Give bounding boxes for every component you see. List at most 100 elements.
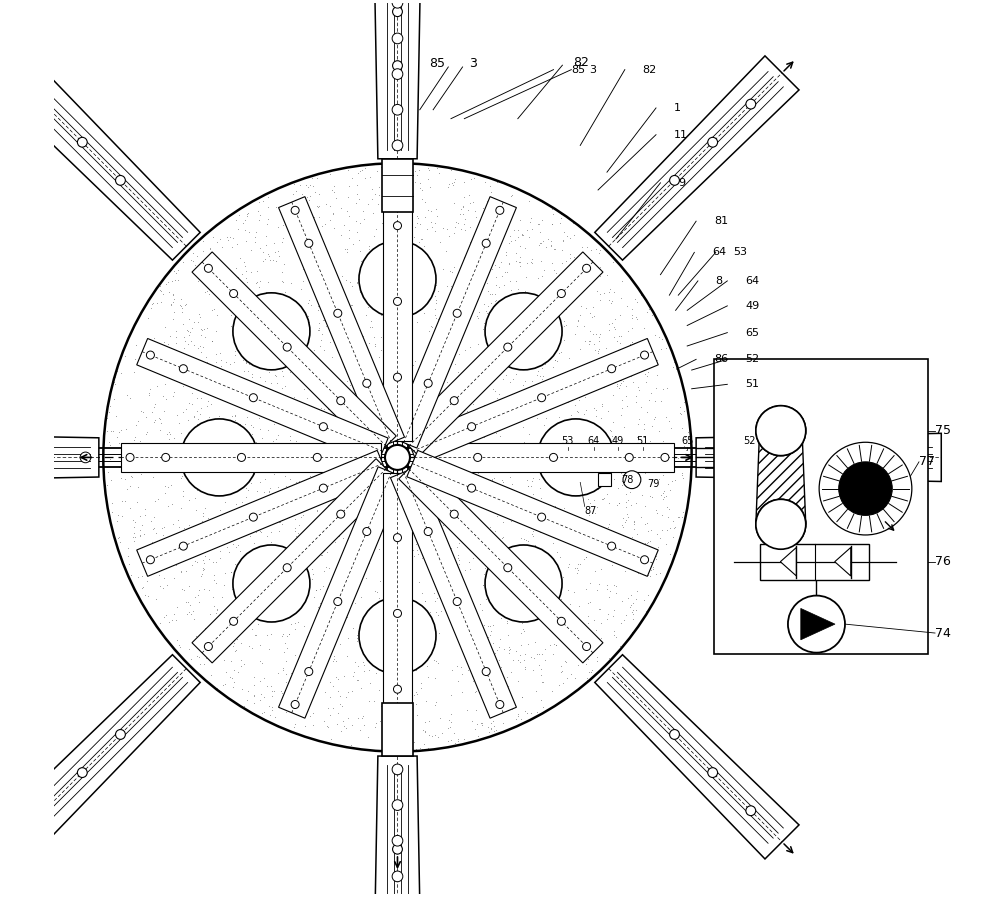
Point [336, 669, 352, 684]
Point [281, 410, 297, 424]
Point [316, 714, 332, 728]
Point [330, 461, 346, 475]
Point [494, 441, 510, 456]
Point [607, 346, 623, 361]
Point [443, 617, 459, 631]
Point [323, 426, 339, 440]
Point [320, 416, 336, 431]
Point [158, 391, 174, 405]
Point [361, 556, 377, 570]
Point [349, 187, 365, 201]
Point [487, 481, 503, 495]
Point [594, 397, 610, 412]
Point [350, 370, 366, 385]
Point [390, 309, 406, 324]
Point [301, 376, 317, 390]
Circle shape [393, 373, 401, 381]
Point [499, 669, 515, 684]
Point [332, 412, 348, 426]
Point [226, 355, 242, 370]
Point [572, 557, 588, 571]
Point [275, 627, 291, 641]
Circle shape [538, 394, 546, 402]
Point [491, 219, 507, 233]
Point [368, 666, 384, 680]
Point [444, 663, 460, 677]
Point [215, 677, 231, 692]
Point [541, 509, 557, 524]
Point [480, 720, 496, 735]
Point [450, 365, 466, 379]
Polygon shape [696, 433, 941, 482]
Point [127, 529, 143, 544]
Point [232, 416, 248, 431]
Circle shape [485, 292, 562, 370]
Point [641, 342, 657, 356]
Point [456, 216, 472, 231]
Point [531, 216, 547, 231]
Point [418, 406, 434, 421]
Point [522, 586, 538, 600]
Bar [382, 702, 413, 756]
Point [429, 342, 445, 356]
Point [202, 384, 218, 398]
Point [392, 744, 408, 758]
Point [374, 626, 390, 640]
Point [527, 635, 543, 649]
Point [226, 675, 242, 689]
Point [189, 440, 205, 455]
Point [648, 502, 664, 517]
Point [174, 350, 190, 364]
Point [639, 536, 655, 550]
Point [476, 566, 492, 580]
Point [175, 255, 191, 269]
Point [270, 438, 286, 452]
Point [349, 673, 365, 687]
Point [322, 631, 338, 645]
Point [113, 366, 129, 380]
Point [619, 477, 635, 492]
Point [287, 579, 303, 593]
Point [408, 458, 424, 473]
Point [468, 604, 484, 618]
Point [252, 475, 268, 489]
Point [562, 386, 578, 400]
Point [503, 317, 519, 331]
Point [165, 517, 181, 531]
Point [638, 547, 654, 562]
Point [580, 615, 596, 630]
Point [614, 400, 630, 414]
Circle shape [756, 405, 806, 456]
Point [104, 504, 120, 518]
Point [224, 582, 240, 597]
Point [219, 511, 235, 526]
Point [287, 512, 303, 527]
Text: 51: 51 [745, 379, 759, 389]
Point [115, 458, 131, 473]
Point [602, 282, 618, 296]
Point [534, 449, 550, 464]
Point [351, 571, 367, 586]
Point [321, 254, 337, 268]
Point [624, 363, 640, 378]
Point [458, 424, 474, 439]
Point [260, 422, 276, 437]
Point [336, 448, 352, 462]
Point [111, 436, 127, 450]
Point [361, 466, 377, 481]
Point [328, 378, 344, 392]
Point [212, 623, 228, 637]
Polygon shape [383, 181, 412, 441]
Point [193, 401, 209, 415]
Point [607, 436, 623, 450]
Point [311, 322, 327, 336]
Point [487, 257, 503, 272]
Point [354, 162, 370, 177]
Point [559, 462, 575, 476]
Point [640, 565, 656, 579]
Point [659, 523, 675, 537]
Point [204, 335, 220, 349]
Point [386, 199, 402, 213]
Point [209, 235, 225, 249]
Point [499, 439, 515, 453]
